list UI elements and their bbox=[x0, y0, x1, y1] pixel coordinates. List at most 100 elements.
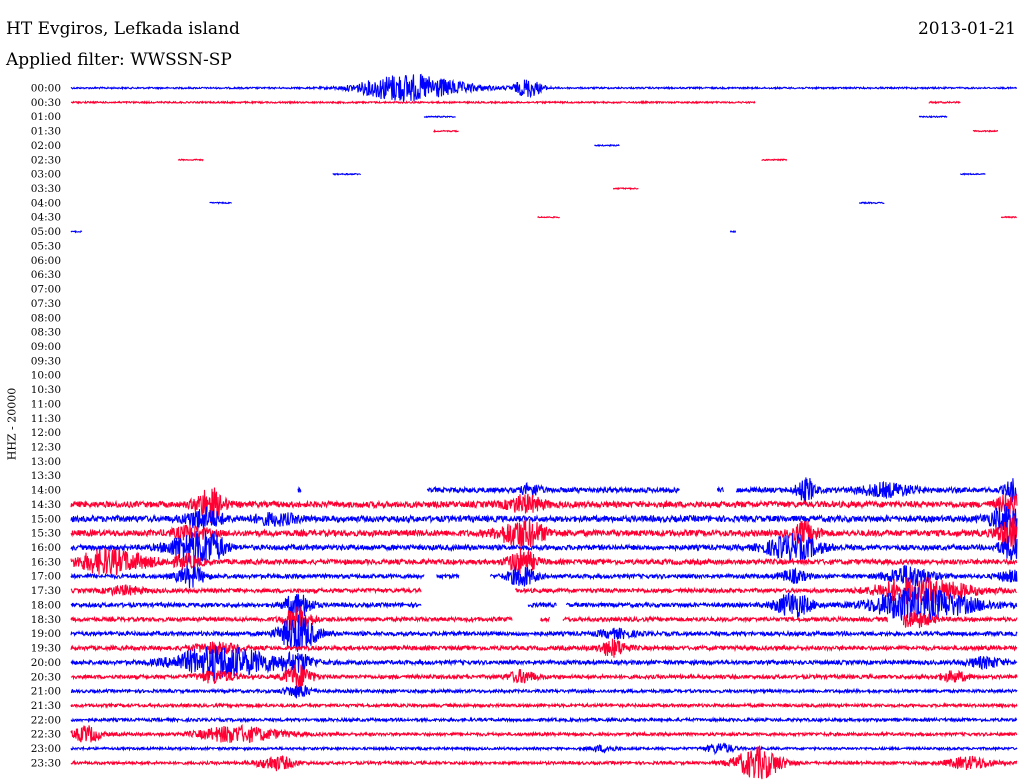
time-tick-label: 17:30 bbox=[31, 585, 61, 597]
trace-segment bbox=[70, 742, 1018, 756]
time-tick-label: 05:30 bbox=[31, 240, 61, 252]
time-tick-label: 15:00 bbox=[31, 513, 61, 525]
trace-segment bbox=[70, 547, 1018, 576]
time-tick-label: 16:30 bbox=[31, 556, 61, 568]
time-tick-label: 11:30 bbox=[31, 413, 61, 425]
trace-segment bbox=[928, 100, 961, 105]
time-tick-label: 15:30 bbox=[31, 528, 61, 540]
time-tick-labels: 00:00 00:30 01:00 01:30 02:00 02:30 03:00 03:30… bbox=[31, 83, 61, 770]
trace-segment bbox=[177, 158, 204, 162]
trace-segment bbox=[70, 230, 83, 234]
trace-segment bbox=[489, 565, 1018, 587]
trace-segment bbox=[70, 664, 1018, 690]
trace-segment bbox=[540, 616, 550, 623]
trace-segment bbox=[70, 487, 1018, 523]
trace-segment bbox=[729, 229, 736, 233]
trace-segment bbox=[537, 215, 560, 219]
trace-segment bbox=[70, 584, 422, 597]
trace-segment bbox=[70, 723, 1018, 743]
trace-segment bbox=[70, 638, 1018, 658]
trace-segment bbox=[70, 73, 1017, 102]
time-tick-label: 06:00 bbox=[31, 255, 61, 267]
trace-segment bbox=[70, 530, 1018, 565]
trace-segment bbox=[70, 565, 425, 589]
station-title: HT Evgiros, Lefkada island bbox=[6, 19, 240, 39]
time-tick-label: 04:00 bbox=[31, 197, 61, 209]
trace-segment bbox=[566, 585, 1018, 622]
time-tick-label: 19:30 bbox=[31, 643, 61, 655]
time-tick-label: 06:30 bbox=[31, 269, 61, 281]
time-tick-label: 12:00 bbox=[31, 427, 61, 439]
time-tick-label: 10:30 bbox=[31, 384, 61, 396]
time-tick-label: 07:30 bbox=[31, 298, 61, 310]
trace-segment bbox=[612, 186, 639, 191]
time-tick-label: 02:30 bbox=[31, 154, 61, 166]
time-tick-label: 03:30 bbox=[31, 183, 61, 195]
trace-segment bbox=[902, 610, 1018, 629]
trace-segment bbox=[70, 614, 1018, 652]
time-tick-label: 13:00 bbox=[31, 456, 61, 468]
trace-segment bbox=[1000, 215, 1017, 219]
filter-label: Applied filter: WWSSN-SP bbox=[6, 50, 232, 70]
trace-segment bbox=[436, 572, 460, 581]
time-tick-label: 12:30 bbox=[31, 442, 61, 454]
time-tick-label: 01:30 bbox=[31, 126, 61, 138]
trace-segment bbox=[70, 99, 756, 105]
trace-segment bbox=[433, 129, 459, 133]
trace-segment bbox=[70, 504, 1018, 533]
seismic-traces bbox=[70, 73, 1018, 780]
time-tick-label: 05:00 bbox=[31, 226, 61, 238]
trace-segment bbox=[332, 172, 362, 176]
time-tick-label: 11:00 bbox=[31, 398, 61, 410]
trace-segment bbox=[858, 201, 885, 205]
time-tick-label: 18:30 bbox=[31, 614, 61, 626]
time-tick-label: 08:00 bbox=[31, 312, 61, 324]
trace-segment bbox=[761, 158, 788, 162]
trace-segment bbox=[735, 477, 1018, 505]
time-tick-label: 08:30 bbox=[31, 327, 61, 339]
trace-segment bbox=[527, 601, 557, 609]
time-tick-label: 19:00 bbox=[31, 628, 61, 640]
time-tick-label: 01:00 bbox=[31, 111, 61, 123]
time-tick-label: 14:30 bbox=[31, 499, 61, 511]
time-tick-label: 04:30 bbox=[31, 212, 61, 224]
trace-segment bbox=[70, 685, 1018, 699]
time-tick-label: 18:00 bbox=[31, 599, 61, 611]
time-tick-label: 00:00 bbox=[31, 83, 61, 95]
time-tick-label: 14:00 bbox=[31, 485, 61, 497]
trace-segment bbox=[70, 701, 1018, 710]
time-tick-label: 09:00 bbox=[31, 341, 61, 353]
time-tick-label: 10:00 bbox=[31, 370, 61, 382]
time-tick-label: 03:00 bbox=[31, 169, 61, 181]
time-tick-label: 21:00 bbox=[31, 686, 61, 698]
trace-segment bbox=[562, 615, 888, 624]
time-tick-label: 17:00 bbox=[31, 571, 61, 583]
trace-segment bbox=[70, 515, 1018, 551]
time-tick-label: 22:00 bbox=[31, 714, 61, 726]
trace-segment bbox=[716, 485, 724, 493]
time-tick-label: 02:00 bbox=[31, 140, 61, 152]
trace-segment bbox=[70, 716, 1018, 724]
time-tick-label: 13:30 bbox=[31, 470, 61, 482]
trace-segment bbox=[70, 593, 422, 619]
time-tick-label: 20:00 bbox=[31, 657, 61, 669]
trace-segment bbox=[209, 201, 232, 205]
time-tick-label: 21:30 bbox=[31, 700, 61, 712]
time-tick-label: 23:30 bbox=[31, 757, 61, 769]
time-tick-label: 00:30 bbox=[31, 97, 61, 109]
time-tick-label: 16:00 bbox=[31, 542, 61, 554]
trace-segment bbox=[423, 115, 456, 119]
time-tick-label: 23:00 bbox=[31, 743, 61, 755]
trace-segment bbox=[918, 114, 948, 119]
record-date: 2013-01-21 bbox=[917, 19, 1016, 39]
trace-segment bbox=[426, 481, 680, 498]
time-tick-label: 20:30 bbox=[31, 671, 61, 683]
trace-segment bbox=[70, 745, 1018, 780]
time-tick-label: 07:00 bbox=[31, 284, 61, 296]
trace-segment bbox=[972, 129, 998, 133]
trace-segment bbox=[70, 645, 1018, 681]
trace-segment bbox=[594, 143, 620, 147]
trace-segment bbox=[959, 172, 986, 176]
time-tick-label: 22:30 bbox=[31, 729, 61, 741]
trace-segment bbox=[297, 486, 302, 493]
